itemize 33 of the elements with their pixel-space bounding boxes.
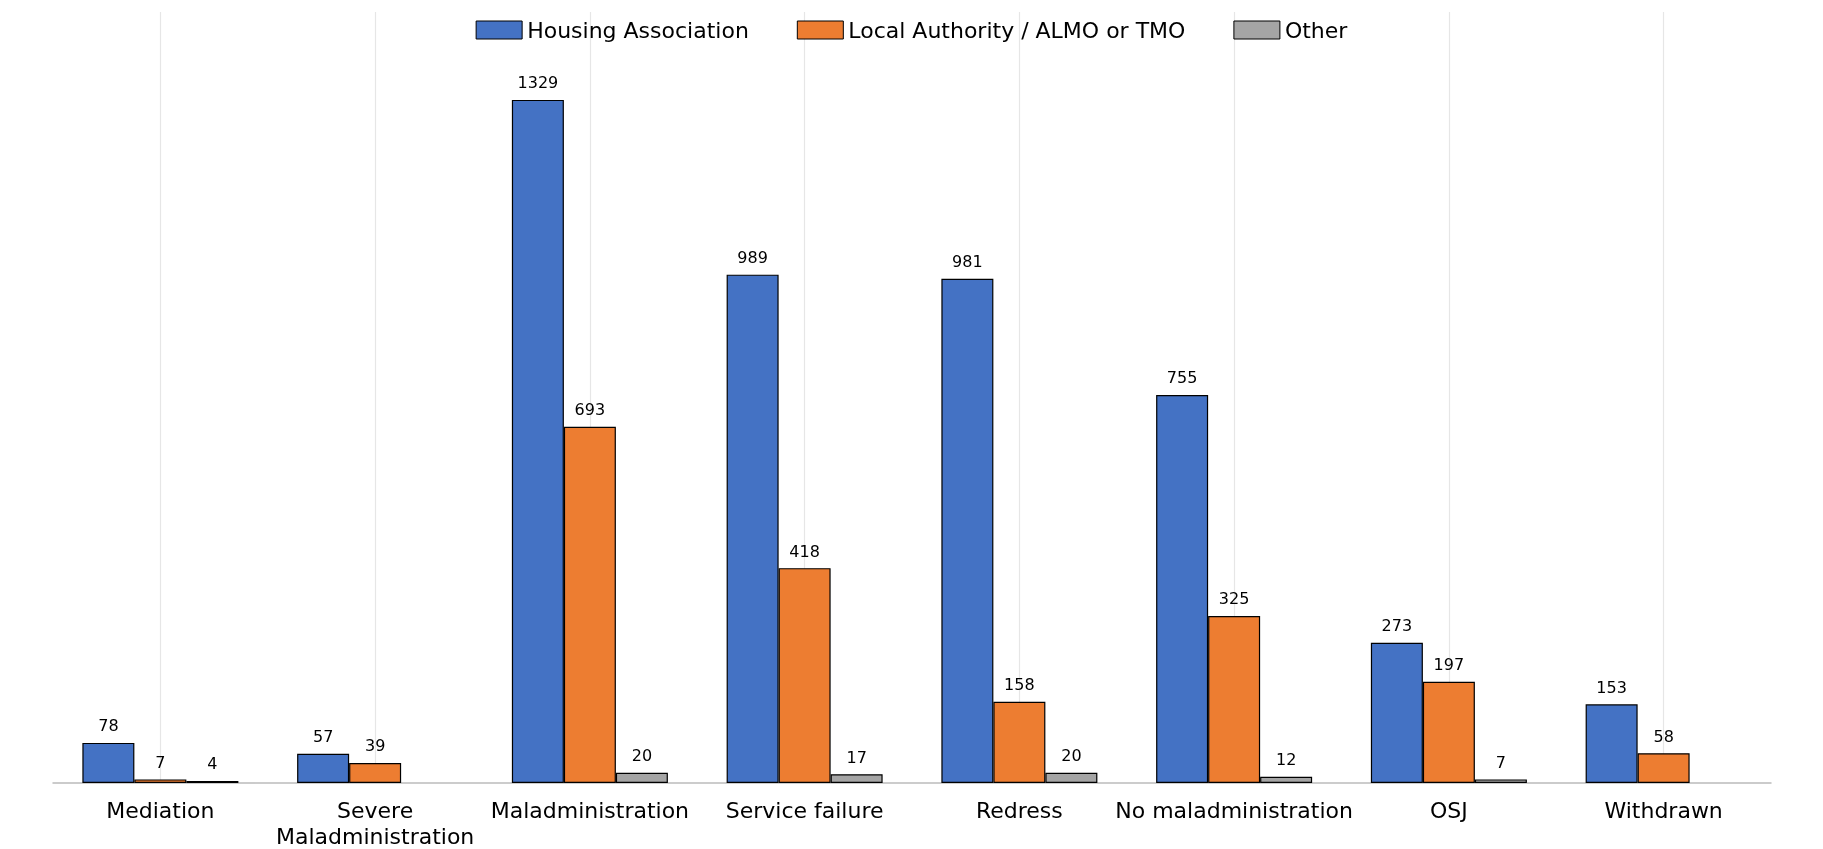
data-label: 153 [1596, 677, 1627, 697]
data-label: 57 [312, 727, 334, 747]
data-label: 755 [1166, 368, 1198, 388]
data-label: 4 [207, 754, 218, 774]
data-label: 20 [631, 746, 653, 766]
data-label: 78 [98, 716, 119, 736]
data-label: 693 [574, 400, 606, 420]
legend-label: Local Authority / ALMO or TMO [848, 17, 1186, 43]
data-label: 7 [1495, 752, 1506, 772]
data-label: 39 [364, 736, 386, 756]
data-label: 273 [1381, 616, 1413, 636]
data-label: 12 [1275, 750, 1297, 770]
x-tick-label: Withdrawn [1604, 797, 1723, 823]
x-tick-label: Mediation [106, 797, 215, 823]
data-label: 20 [1061, 746, 1082, 766]
x-tick-label: Redress [975, 797, 1063, 823]
x-tick-label: Severe Maladministration [275, 797, 475, 849]
data-label: 58 [1653, 726, 1674, 746]
legend-label: Other [1284, 17, 1349, 43]
x-tick-label: OSJ [1429, 797, 1468, 823]
data-label: 158 [1004, 675, 1035, 695]
x-tick-label: Service failure [725, 797, 884, 823]
data-label: 7 [155, 752, 166, 772]
data-label: 981 [952, 252, 983, 272]
data-label: 989 [737, 248, 768, 268]
data-label: 1329 [517, 73, 559, 93]
legend-label: Housing Association [527, 17, 749, 43]
data-label: 418 [789, 541, 820, 561]
x-tick-label: No maladministration [1115, 797, 1353, 823]
data-label: 197 [1433, 655, 1465, 675]
data-label: 17 [846, 747, 867, 767]
x-tick-label: Maladministration [490, 797, 690, 823]
data-label: 325 [1218, 589, 1250, 609]
